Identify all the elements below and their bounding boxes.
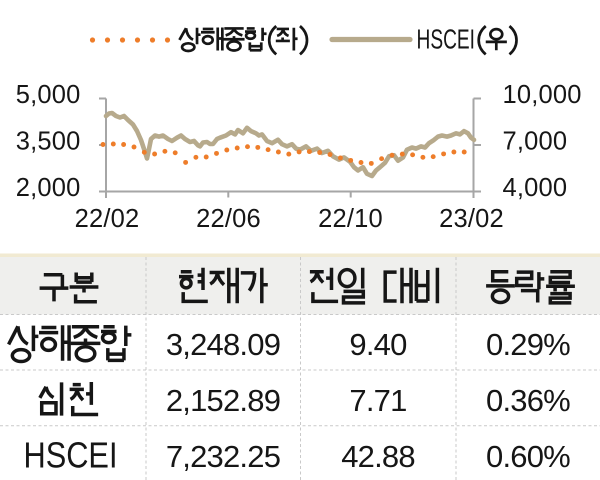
svg-text:23/02: 23/02 — [439, 205, 504, 233]
svg-text:2,152.89: 2,152.89 — [166, 383, 280, 418]
svg-text:9.40: 9.40 — [349, 327, 407, 362]
svg-text:22/10: 22/10 — [318, 205, 383, 233]
svg-text:22/06: 22/06 — [196, 205, 261, 233]
svg-text:0.29%: 0.29% — [486, 327, 570, 362]
svg-text:42.88: 42.88 — [341, 439, 415, 474]
svg-text:0.36%: 0.36% — [486, 383, 570, 418]
svg-text:3,500: 3,500 — [16, 128, 81, 156]
svg-text:7.71: 7.71 — [349, 383, 406, 418]
svg-text:7,000: 7,000 — [503, 128, 568, 156]
svg-text:HSCEI: HSCEI — [24, 434, 118, 475]
svg-text:7,232.25: 7,232.25 — [166, 439, 280, 474]
svg-text:4,000: 4,000 — [503, 174, 568, 202]
svg-text:0.60%: 0.60% — [486, 439, 570, 474]
svg-text:10,000: 10,000 — [503, 81, 582, 109]
svg-text:22/02: 22/02 — [75, 205, 140, 233]
svg-text:5,000: 5,000 — [16, 81, 81, 109]
svg-text:2,000: 2,000 — [16, 174, 81, 202]
svg-text:HSCEI: HSCEI — [417, 24, 476, 55]
svg-text:3,248.09: 3,248.09 — [166, 327, 280, 362]
